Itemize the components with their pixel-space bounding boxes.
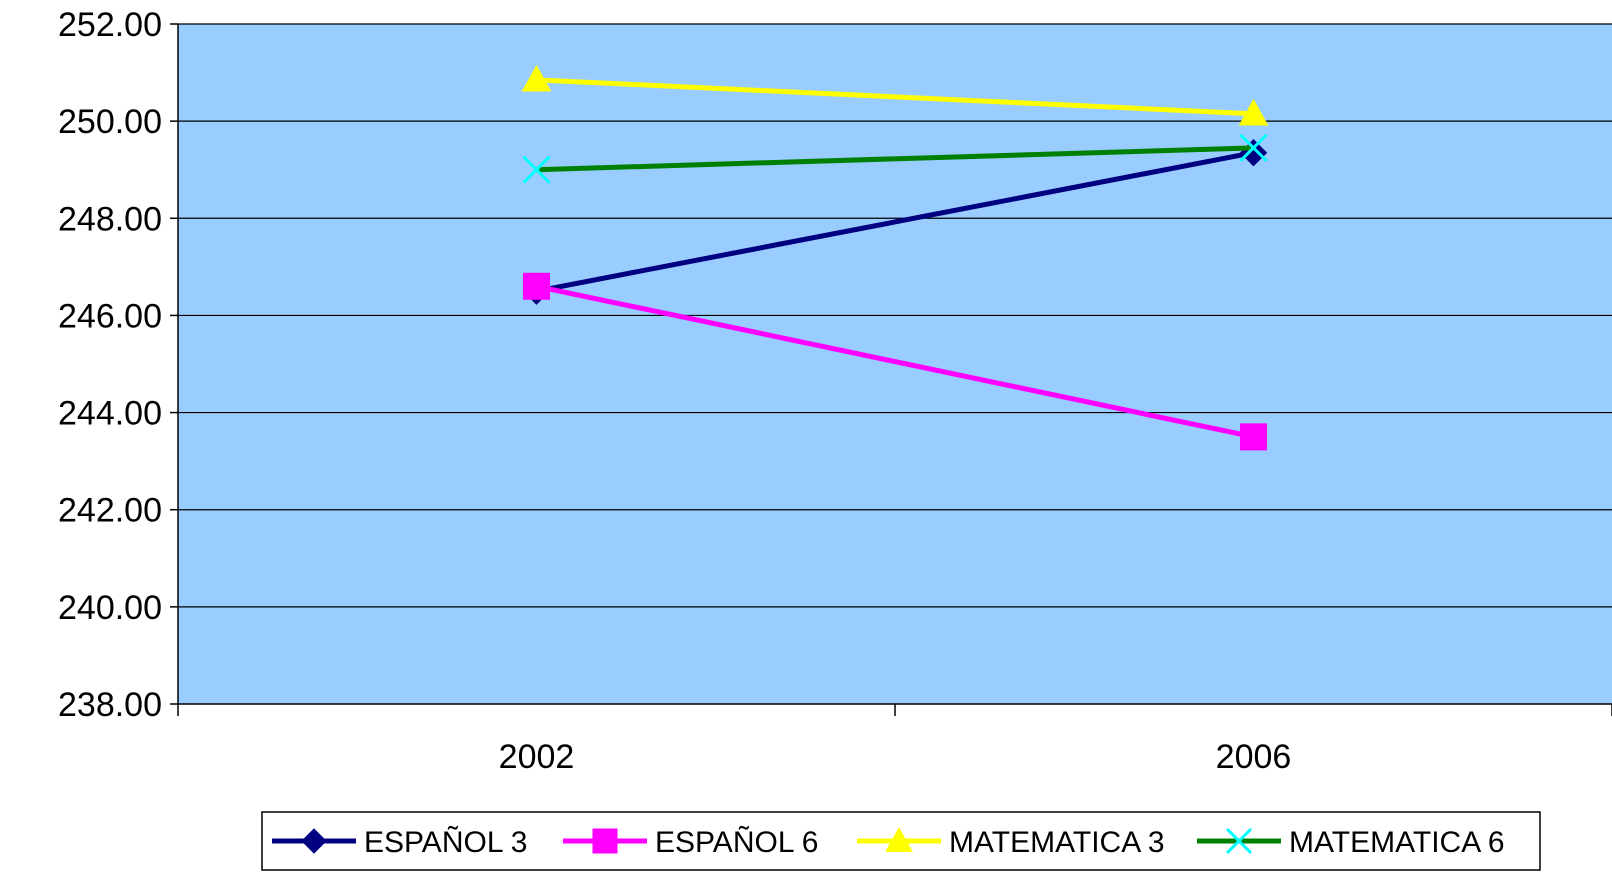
series-line — [536, 150, 1254, 294]
y-tick-label: 240.00 — [58, 589, 162, 627]
series-3 — [522, 133, 1268, 184]
legend: ESPAÑOL 3 ESPAÑOL 6 MATEMATICA 3 MATEMATICA… — [261, 811, 1541, 871]
x-tick-label: 2002 — [499, 738, 575, 776]
legend-entry: MATEMATICA 3 — [857, 826, 1165, 859]
triangle-marker — [521, 64, 552, 92]
x-marker — [1239, 133, 1268, 162]
y-axis-ticks: 238.00 240.00 242.00 244.00 246.00 248.00 250.… — [58, 6, 178, 724]
legend-square-marker — [592, 828, 618, 854]
series-1 — [523, 272, 1267, 451]
y-tick-label: 252.00 — [58, 6, 162, 44]
y-tick-label: 246.00 — [58, 297, 162, 335]
gridlines — [178, 23, 1612, 608]
legend-entry: ESPAÑOL 6 — [563, 825, 818, 859]
legend-entry: ESPAÑOL 3 — [272, 825, 527, 859]
y-tick-label: 242.00 — [58, 492, 162, 530]
series-group — [521, 64, 1269, 451]
x-marker — [522, 155, 551, 184]
legend-label: MATEMATICA 3 — [949, 826, 1165, 859]
legend-label: ESPAÑOL 6 — [655, 825, 818, 859]
series-line — [535, 283, 1255, 440]
series-line — [536, 145, 1254, 173]
legend-triangle-marker — [885, 826, 913, 852]
y-tick-label: 244.00 — [58, 395, 162, 433]
x-axis-ticks: 2002 2006 — [177, 704, 1612, 776]
y-tick-label: 238.00 — [58, 686, 162, 724]
square-marker — [523, 272, 550, 300]
legend-x-marker — [1225, 827, 1253, 855]
legend-entry: MATEMATICA 6 — [1197, 826, 1505, 859]
series-line — [536, 77, 1254, 117]
y-tick-label: 248.00 — [58, 200, 162, 238]
triangle-marker — [1238, 98, 1269, 126]
legend-diamond-marker — [301, 828, 327, 854]
y-tick-label: 250.00 — [58, 103, 162, 141]
series-2 — [521, 64, 1269, 126]
legend-label: ESPAÑOL 3 — [364, 825, 527, 859]
square-marker — [1240, 423, 1267, 451]
x-tick-label: 2006 — [1216, 738, 1292, 776]
legend-label: MATEMATICA 6 — [1289, 826, 1505, 859]
